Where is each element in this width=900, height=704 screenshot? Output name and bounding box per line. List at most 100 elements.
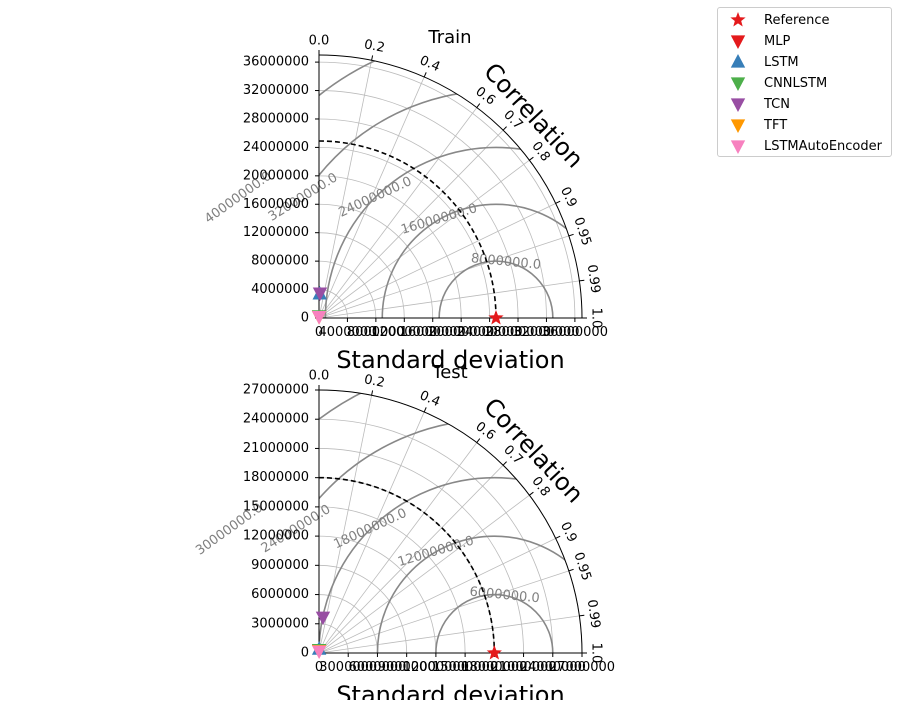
x-tick-label: 6000000 xyxy=(348,660,406,675)
x-tick-label: 16000000 xyxy=(400,325,466,340)
x-tick-label: 28000000 xyxy=(485,325,551,340)
y-tick-label: 8000000 xyxy=(251,254,309,269)
std-grid-arc xyxy=(318,118,519,319)
x-tick-label: 20000000 xyxy=(428,325,494,340)
corr-grid-line xyxy=(318,538,556,654)
legend-label: Reference xyxy=(764,12,830,28)
rms-contour-label: 8000000.0 xyxy=(470,251,541,273)
y-tick-label: 28000000 xyxy=(243,111,309,126)
y-tick-label: 9000000 xyxy=(251,558,309,573)
corr-tick-label: 0.4 xyxy=(417,53,442,75)
rms-contour xyxy=(435,593,554,653)
y-tick-label: 18000000 xyxy=(243,470,309,485)
triangle-down-marker-icon xyxy=(730,98,746,112)
corr-tick xyxy=(529,491,534,496)
std-grid-arc xyxy=(318,61,576,319)
x-axis-label: Standard deviation xyxy=(336,346,564,374)
std-grid-arc xyxy=(318,594,378,654)
rms-contour xyxy=(438,260,554,318)
rms-contour-label: 24000000.0 xyxy=(337,174,415,221)
x-tick-label: 15000000 xyxy=(432,660,498,675)
corr-tick xyxy=(476,438,481,443)
outer-arc xyxy=(318,389,583,654)
y-tick-label: 4000000 xyxy=(251,282,309,297)
triangle-up-marker-icon xyxy=(730,54,746,68)
std-grid-arc xyxy=(318,260,377,319)
corr-grid-line xyxy=(318,494,530,654)
legend: Reference MLP LSTM CNNLSTM TCN TFT LSTMAutoEnc… xyxy=(717,7,892,157)
rms-contour xyxy=(381,203,582,318)
y-tick-label: 0 xyxy=(301,311,309,326)
y-tick-label: 20000000 xyxy=(243,168,309,183)
x-tick-label: 12000000 xyxy=(403,660,469,675)
triangle-down-marker-icon xyxy=(730,140,746,154)
x-tick-label: 8000000 xyxy=(347,325,405,340)
corr-grid-line xyxy=(318,129,504,319)
corr-grid-line xyxy=(318,203,556,319)
triangle-down-marker-icon xyxy=(730,35,746,49)
corr-tick-label: 0.0 xyxy=(309,369,330,384)
taylor-panel-train: 8000000.016000000.024000000.032000000.04… xyxy=(202,27,608,374)
corr-tick-label: 0.95 xyxy=(571,215,594,247)
point-tcn xyxy=(315,611,331,626)
triangle-down-marker-icon xyxy=(730,77,746,91)
corr-tick xyxy=(529,156,534,161)
corr-tick xyxy=(568,233,574,237)
reference-std-arc xyxy=(318,140,497,319)
point-lstmautoencoder xyxy=(311,645,327,660)
std-grid-arc xyxy=(318,506,466,654)
corr-grid-line xyxy=(318,76,425,319)
corr-grid-line xyxy=(318,159,530,319)
corr-tick-label: 0.9 xyxy=(557,185,580,210)
rms-contour-label: 12000000.0 xyxy=(396,533,476,570)
rms-contour xyxy=(376,535,582,653)
legend-label: MLP xyxy=(764,33,791,49)
x-tick-label: 21000000 xyxy=(490,660,556,675)
x-axis-label: Standard deviation xyxy=(336,681,564,700)
corr-tick xyxy=(476,103,481,108)
panel-title: Train xyxy=(427,27,471,48)
corr-tick-label: 1.0 xyxy=(589,643,604,664)
std-grid-arc xyxy=(318,203,434,319)
x-tick-label: 36000000 xyxy=(542,325,608,340)
std-grid-arc xyxy=(318,147,490,319)
point-tcn xyxy=(312,287,328,302)
corr-tick xyxy=(371,55,374,61)
rms-contour xyxy=(324,147,582,318)
corr-tick-label: 0.2 xyxy=(363,372,386,391)
x-tick-label: 0 xyxy=(315,660,323,675)
legend-item-reference: Reference xyxy=(726,10,829,30)
corr-tick-label: 1.0 xyxy=(589,308,604,329)
rms-contour-label: 6000000.0 xyxy=(469,585,540,607)
corr-tick-label: 0.4 xyxy=(417,388,442,410)
x-tick-label: 0 xyxy=(315,325,323,340)
corr-grid-line xyxy=(318,442,478,654)
std-grid-arc xyxy=(318,175,462,319)
corr-grid-line xyxy=(318,615,580,654)
corr-grid-line xyxy=(318,395,372,654)
star-marker-icon xyxy=(730,12,746,27)
legend-item-cnnlstm: CNNLSTM xyxy=(726,73,827,93)
std-grid-arc xyxy=(318,448,524,654)
y-tick-label: 21000000 xyxy=(243,441,309,456)
correlation-axis-label: Correlation xyxy=(478,58,589,174)
x-tick-label: 4000000 xyxy=(318,325,376,340)
corr-tick-label: 0.99 xyxy=(584,599,603,630)
corr-tick xyxy=(555,200,561,204)
corr-grid-line xyxy=(318,235,569,319)
corr-tick-label: 0.95 xyxy=(571,550,594,582)
corr-grid-line xyxy=(318,464,504,654)
corr-grid-line xyxy=(318,107,478,319)
y-tick-label: 3000000 xyxy=(251,616,309,631)
y-tick-label: 32000000 xyxy=(243,83,309,98)
corr-grid-line xyxy=(318,570,569,654)
corr-grid-line xyxy=(318,411,425,654)
corr-tick-label: 0.9 xyxy=(557,520,580,545)
x-tick-label: 24000000 xyxy=(457,325,523,340)
corr-tick xyxy=(502,126,507,131)
legend-item-tcn: TCN xyxy=(726,94,790,114)
taylor-panel-test: 6000000.012000000.018000000.024000000.03… xyxy=(193,362,615,704)
legend-label: TCN xyxy=(764,96,790,112)
